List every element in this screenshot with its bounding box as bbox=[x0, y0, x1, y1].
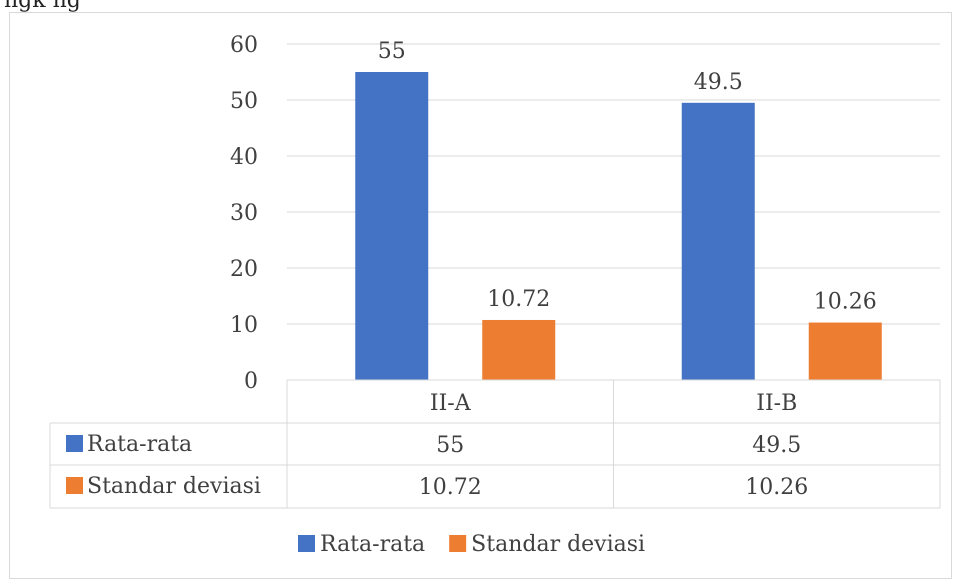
y-tick-label: 20 bbox=[230, 257, 258, 282]
table-cell: 10.26 bbox=[745, 475, 808, 500]
legend-key bbox=[449, 535, 467, 552]
bar-standar-deviasi-II-B bbox=[808, 322, 882, 380]
y-tick-label: 0 bbox=[244, 369, 258, 394]
y-tick-label: 40 bbox=[230, 145, 258, 170]
table-cell: 49.5 bbox=[752, 433, 801, 458]
bar-rata-rata-II-B bbox=[681, 102, 755, 381]
table-series-name: Standar deviasi bbox=[87, 474, 261, 499]
x-tick-label: II-B bbox=[756, 391, 797, 416]
y-tick-label: 50 bbox=[230, 89, 258, 114]
table-legend-key bbox=[66, 477, 83, 494]
legend-label: Rata-rata bbox=[320, 532, 425, 557]
chart-area bbox=[9, 12, 952, 579]
data-label: 10.26 bbox=[814, 290, 877, 315]
y-tick-label: 60 bbox=[230, 33, 258, 58]
bar-standar-deviasi-II-A bbox=[482, 319, 556, 380]
bar-rata-rata-II-A bbox=[355, 72, 429, 380]
table-series-name: Rata-rata bbox=[87, 432, 192, 457]
data-label: 49.5 bbox=[694, 70, 743, 95]
x-tick-label: II-A bbox=[430, 391, 472, 416]
y-tick-label: 10 bbox=[230, 313, 258, 338]
table-legend-key bbox=[66, 435, 83, 452]
table-cell: 55 bbox=[436, 433, 464, 458]
data-label: 10.72 bbox=[487, 287, 550, 312]
legend-label: Standar deviasi bbox=[471, 532, 645, 557]
y-tick-label: 30 bbox=[230, 201, 258, 226]
data-label: 55 bbox=[378, 39, 406, 64]
table-cell: 10.72 bbox=[419, 475, 482, 500]
caption-fragment: ngk ng bbox=[4, 0, 81, 13]
legend-key bbox=[298, 535, 315, 552]
